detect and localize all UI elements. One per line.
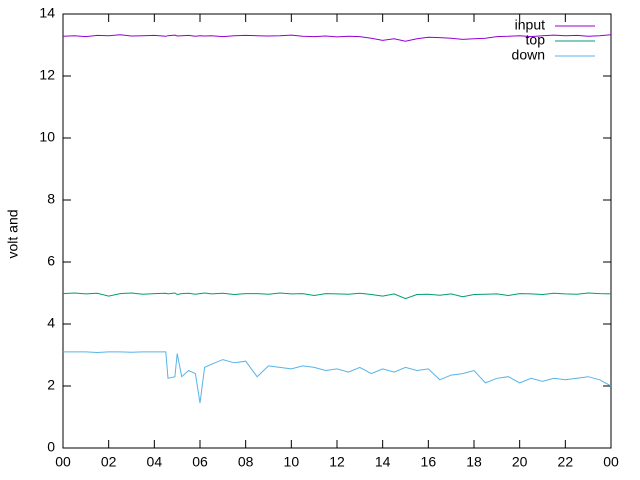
x-tick-label: 00 [55,454,71,470]
y-tick-label: 4 [47,315,55,331]
y-tick-label: 6 [47,253,55,269]
legend-label: down [512,47,545,63]
y-tick-label: 0 [47,439,55,455]
series-line [63,351,612,404]
y-tick-label: 10 [39,129,55,145]
x-tick-label: 18 [466,454,482,470]
series-line [62,34,612,42]
x-tick-label: 08 [238,454,254,470]
x-tick-label: 04 [147,454,163,470]
series-line [62,292,612,300]
y-tick-label: 14 [39,5,55,21]
x-tick-label: 14 [375,454,391,470]
y-tick-label: 8 [47,191,55,207]
legend-label: input [515,17,545,33]
x-tick-label: 22 [558,454,574,470]
x-tick-label: 02 [101,454,117,470]
y-tick-label: 12 [39,67,55,83]
legend-label: top [526,32,546,48]
x-tick-label: 12 [329,454,345,470]
x-tick-label: 20 [512,454,528,470]
x-tick-label: 06 [192,454,208,470]
y-axis-label: volt and [5,209,21,258]
x-tick-label: 10 [284,454,300,470]
x-tick-label: 16 [421,454,437,470]
plot-border [62,13,612,449]
x-tick-label: 00 [603,454,619,470]
y-tick-label: 2 [47,377,55,393]
